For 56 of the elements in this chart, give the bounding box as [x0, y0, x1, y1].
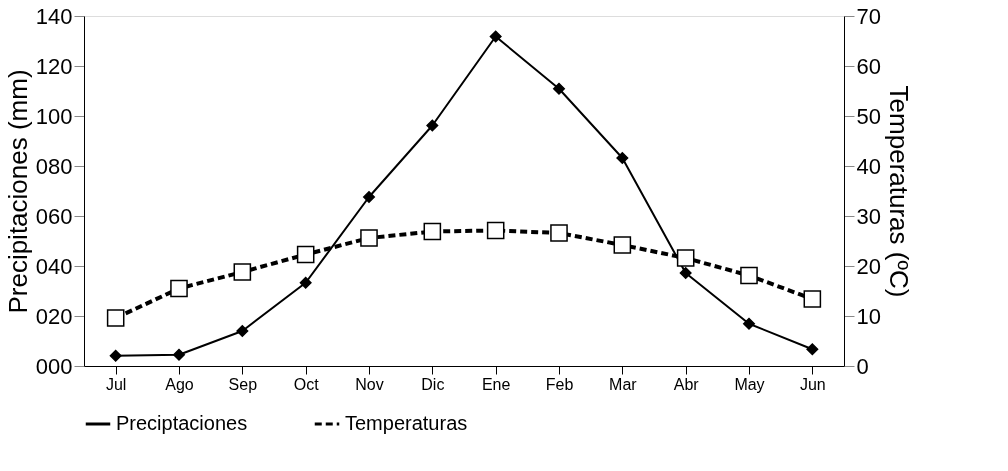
point: [299, 276, 312, 289]
y-tick-label: 000: [35, 353, 73, 379]
point: [803, 290, 822, 308]
point: [486, 221, 505, 240]
point: [296, 245, 315, 264]
y-tick-label: 020: [35, 303, 73, 329]
point: [740, 266, 758, 285]
point: [173, 348, 185, 361]
y2-axis-title: Temperaturas (ºC): [883, 85, 914, 298]
y-tick-label: 080: [35, 153, 73, 179]
point: [489, 30, 502, 43]
y-tick-label: 100: [35, 103, 73, 129]
point: [613, 236, 632, 254]
y2-tick-label: 40: [856, 153, 881, 179]
point: [106, 309, 125, 327]
x-tick-label: Jun: [799, 375, 826, 393]
x-tick-label: Oct: [293, 375, 320, 393]
y2-tick-label: 70: [856, 3, 881, 29]
point: [743, 317, 755, 330]
y2-tick-label: 60: [856, 53, 881, 79]
x-tick-label: Ene: [481, 375, 511, 393]
x-tick-label: Sep: [228, 375, 258, 393]
point: [236, 325, 249, 337]
y-tick-label: 120: [35, 53, 73, 79]
y2-tick-label: 0: [856, 353, 869, 379]
y2-tick-label: 50: [856, 103, 881, 129]
x-tick-label: Ago: [165, 375, 194, 393]
point: [360, 229, 378, 247]
point: [806, 343, 819, 356]
point: [363, 191, 375, 203]
x-tick-label: May: [734, 375, 765, 393]
point: [426, 119, 439, 132]
point: [616, 152, 629, 164]
y-axis-title: Precipitaciones (mm): [2, 69, 33, 314]
x-tick-label: Nov: [355, 375, 384, 393]
y-tick-label: 040: [35, 253, 73, 279]
x-tick-label: Dic: [421, 375, 445, 393]
point: [109, 349, 122, 362]
legend-label: Temperaturas: [345, 412, 468, 434]
point: [170, 279, 188, 298]
point: [553, 82, 565, 95]
point: [676, 249, 695, 267]
x-tick-label: Abr: [673, 375, 700, 393]
point: [423, 222, 442, 241]
y2-tick-label: 20: [856, 253, 881, 279]
point: [550, 224, 568, 242]
point: [233, 263, 252, 281]
y-tick-label: 060: [35, 203, 73, 229]
point: [679, 267, 692, 279]
x-tick-label: Feb: [545, 375, 574, 393]
y-tick-label: 140: [35, 3, 73, 29]
y2-tick-label: 30: [856, 203, 881, 229]
x-tick-label: Mar: [609, 375, 638, 393]
y2-tick-label: 10: [856, 303, 881, 329]
legend-label: Preciptaciones: [116, 412, 248, 434]
x-tick-label: Jul: [105, 375, 127, 393]
